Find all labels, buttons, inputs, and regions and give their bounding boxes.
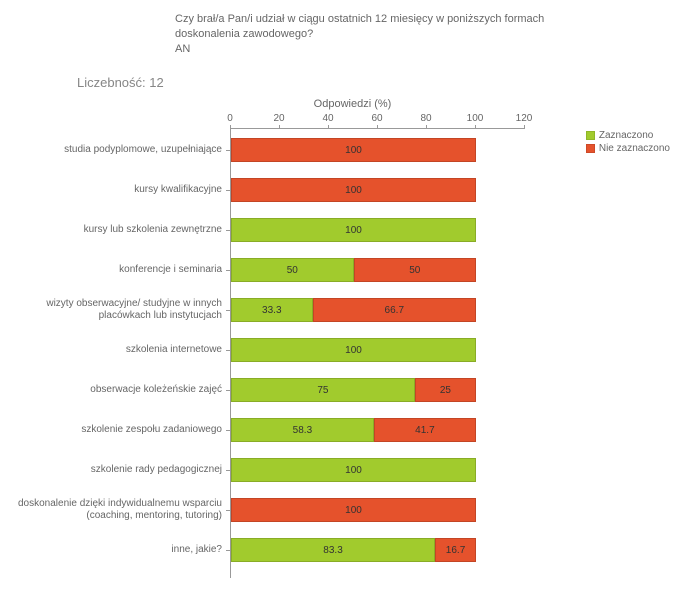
chart-row: wizyty obserwacyjne/ studyjne w innych p…	[230, 290, 524, 330]
y-tick	[226, 390, 230, 391]
y-tick	[226, 270, 230, 271]
bar-seg-zaznaczono: 33.3	[231, 298, 313, 322]
y-tick	[226, 470, 230, 471]
chart-row: kursy kwalifikacyjne100	[230, 170, 524, 210]
bar-seg-nie-zaznaczono: 50	[354, 258, 477, 282]
bar-track: 100	[231, 138, 476, 162]
bar-track: 100	[231, 458, 476, 482]
legend-item: Nie zaznaczono	[586, 143, 670, 154]
legend-item: Zaznaczono	[586, 130, 670, 141]
y-tick	[226, 190, 230, 191]
chart-row: kursy lub szkolenia zewnętrzne100	[230, 210, 524, 250]
chart-title: Czy brał/a Pan/i udział w ciągu ostatnic…	[175, 12, 635, 57]
title-line-2: doskonalenia zawodowego?	[175, 28, 313, 40]
legend-swatch	[586, 144, 595, 153]
bar-seg-nie-zaznaczono: 41.7	[374, 418, 476, 442]
x-tick-label: 20	[273, 113, 284, 124]
x-tick-label: 40	[322, 113, 333, 124]
legend-label: Zaznaczono	[599, 130, 653, 141]
bar-track: 100	[231, 338, 476, 362]
chart-row: studia podyplomowe, uzupełniające100	[230, 130, 524, 170]
y-tick	[226, 310, 230, 311]
bar-track: 58.341.7	[231, 418, 476, 442]
y-tick	[226, 230, 230, 231]
chart-row: konferencje i seminaria5050	[230, 250, 524, 290]
chart-row: szkolenie zespołu zadaniowego58.341.7	[230, 410, 524, 450]
legend: Zaznaczono Nie zaznaczono	[586, 130, 670, 156]
y-tick	[226, 150, 230, 151]
plot-area: studia podyplomowe, uzupełniające100kurs…	[230, 128, 524, 578]
legend-label: Nie zaznaczono	[599, 143, 670, 154]
bar-seg-nie-zaznaczono: 100	[231, 138, 476, 162]
bar-track: 33.366.7	[231, 298, 476, 322]
x-axis: 020406080100120	[230, 113, 524, 127]
bar-seg-zaznaczono: 75	[231, 378, 415, 402]
bar-track: 100	[231, 178, 476, 202]
bar-seg-nie-zaznaczono: 25	[415, 378, 476, 402]
bar-track: 100	[231, 218, 476, 242]
title-line-3: AN	[175, 43, 190, 55]
x-tick-label: 100	[467, 113, 484, 124]
chart-row: szkolenie rady pedagogicznej100	[230, 450, 524, 490]
y-tick	[226, 510, 230, 511]
bar-seg-zaznaczono: 58.3	[231, 418, 374, 442]
y-tick	[226, 430, 230, 431]
x-tick-label: 60	[371, 113, 382, 124]
title-line-1: Czy brał/a Pan/i udział w ciągu ostatnic…	[175, 13, 544, 25]
bar-track: 7525	[231, 378, 476, 402]
chart-row: inne, jakie?83.316.7	[230, 530, 524, 570]
bar-track: 83.316.7	[231, 538, 476, 562]
legend-swatch	[586, 131, 595, 140]
category-label: doskonalenie dzięki indywidualnemu wspar…	[2, 498, 222, 522]
category-label: studia podyplomowe, uzupełniające	[2, 144, 222, 156]
bar-track: 5050	[231, 258, 476, 282]
bar-seg-nie-zaznaczono: 66.7	[313, 298, 476, 322]
bar-seg-zaznaczono: 100	[231, 458, 476, 482]
x-tick-label: 120	[516, 113, 533, 124]
x-axis-title: Odpowiedzi (%)	[230, 98, 475, 110]
category-label: wizyty obserwacyjne/ studyjne w innych p…	[2, 298, 222, 322]
chart-subtitle: Liczebność: 12	[77, 75, 164, 90]
chart-row: obserwacje koleżeńskie zajęć7525	[230, 370, 524, 410]
chart-row: szkolenia internetowe100	[230, 330, 524, 370]
y-tick	[226, 550, 230, 551]
x-tick	[524, 125, 525, 129]
category-label: szkolenie rady pedagogicznej	[2, 464, 222, 476]
x-tick-label: 0	[227, 113, 233, 124]
bar-seg-nie-zaznaczono: 100	[231, 178, 476, 202]
chart-row: doskonalenie dzięki indywidualnemu wspar…	[230, 490, 524, 530]
category-label: inne, jakie?	[2, 544, 222, 556]
bar-seg-zaznaczono: 100	[231, 338, 476, 362]
bar-seg-nie-zaznaczono: 16.7	[435, 538, 476, 562]
x-tick-label: 80	[420, 113, 431, 124]
category-label: konferencje i seminaria	[2, 264, 222, 276]
category-label: kursy kwalifikacyjne	[2, 184, 222, 196]
bar-seg-zaznaczono: 100	[231, 218, 476, 242]
category-label: obserwacje koleżeńskie zajęć	[2, 384, 222, 396]
category-label: szkolenia internetowe	[2, 344, 222, 356]
bar-seg-nie-zaznaczono: 100	[231, 498, 476, 522]
category-label: kursy lub szkolenia zewnętrzne	[2, 224, 222, 236]
bar-track: 100	[231, 498, 476, 522]
bar-seg-zaznaczono: 83.3	[231, 538, 435, 562]
y-tick	[226, 350, 230, 351]
bar-seg-zaznaczono: 50	[231, 258, 354, 282]
category-label: szkolenie zespołu zadaniowego	[2, 424, 222, 436]
